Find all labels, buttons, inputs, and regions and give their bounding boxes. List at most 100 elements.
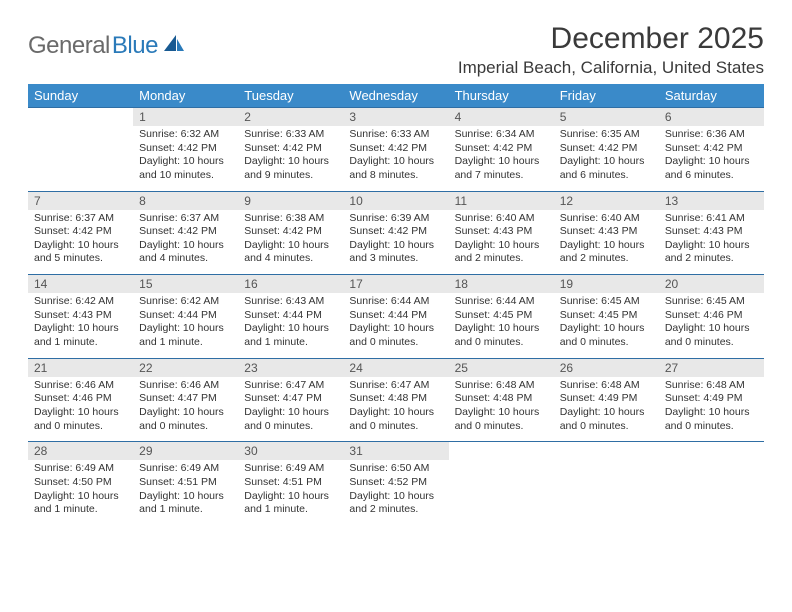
daylight-line: Daylight: 10 hours and 1 minute. (244, 490, 329, 516)
daylight-line: Daylight: 10 hours and 1 minute. (34, 322, 119, 348)
daylight-line: Daylight: 10 hours and 2 minutes. (560, 239, 645, 265)
calendar-cell: 30Sunrise: 6:49 AMSunset: 4:51 PMDayligh… (238, 442, 343, 525)
calendar-row: 21Sunrise: 6:46 AMSunset: 4:46 PMDayligh… (28, 358, 764, 442)
calendar-cell: 15Sunrise: 6:42 AMSunset: 4:44 PMDayligh… (133, 275, 238, 359)
sunrise-line: Sunrise: 6:43 AM (244, 295, 324, 307)
day-number: 4 (449, 108, 554, 126)
sunrise-line: Sunrise: 6:46 AM (34, 379, 114, 391)
calendar-cell: 18Sunrise: 6:44 AMSunset: 4:45 PMDayligh… (449, 275, 554, 359)
daylight-line: Daylight: 10 hours and 1 minute. (139, 490, 224, 516)
daylight-line: Daylight: 10 hours and 5 minutes. (34, 239, 119, 265)
sunrise-line: Sunrise: 6:34 AM (455, 128, 535, 140)
daylight-line: Daylight: 10 hours and 4 minutes. (244, 239, 329, 265)
sunset-line: Sunset: 4:45 PM (560, 309, 638, 321)
day-number: 28 (28, 442, 133, 460)
calendar-cell: 31Sunrise: 6:50 AMSunset: 4:52 PMDayligh… (343, 442, 448, 525)
day-data: Sunrise: 6:43 AM Sunset: 4:44 PMDaylight:… (238, 293, 343, 358)
daylight-line: Daylight: 10 hours and 2 minutes. (349, 490, 434, 516)
sunset-line: Sunset: 4:42 PM (139, 225, 217, 237)
calendar-cell: 17Sunrise: 6:44 AMSunset: 4:44 PMDayligh… (343, 275, 448, 359)
weekday-header: Saturday (659, 84, 764, 108)
calendar-cell: 3Sunrise: 6:33 AMSunset: 4:42 PMDaylight… (343, 108, 448, 192)
sunset-line: Sunset: 4:44 PM (244, 309, 322, 321)
daylight-line: Daylight: 10 hours and 2 minutes. (455, 239, 540, 265)
sunrise-line: Sunrise: 6:49 AM (244, 462, 324, 474)
day-data: Sunrise: 6:44 AMSunset: 4:45 PMDaylight:… (449, 293, 554, 358)
sunset-line: Sunset: 4:43 PM (665, 225, 743, 237)
calendar-cell: 11 Sunrise: 6:40 AMSunset: 4:43 PM Dayligh… (449, 191, 554, 275)
day-data: Sunrise: 6:34 AMSunset: 4:42 PMDaylight:… (449, 126, 554, 191)
day-number: 15 (133, 275, 238, 293)
day-data: Sunrise: 6:39 AMSunset: 4:42 PMDaylight:… (343, 210, 448, 275)
page: GeneralBlue December 2025 Imperial Beach… (0, 0, 792, 535)
day-number: 14 (28, 275, 133, 293)
daylight-line: Daylight: 10 hours and 0 minutes. (34, 406, 119, 432)
sunset-line: Sunset: 4:47 PM (139, 392, 217, 404)
daylight-line: Daylight: 10 hours and 1 minute. (244, 322, 329, 348)
calendar-cell: 7Sunrise: 6:37 AMSunset: 4:42 PMDaylight… (28, 191, 133, 275)
weekday-header-row: Sunday Monday Tuesday Wednesday Thursday… (28, 84, 764, 108)
sunset-line: Sunset: 4:42 PM (349, 225, 427, 237)
day-number: 5 (554, 108, 659, 126)
day-data: Sunrise: 6:41 AMSunset: 4:43 PMDaylight:… (659, 210, 764, 275)
daylight-line: Daylight: 10 hours and 1 minute. (34, 490, 119, 516)
sunrise-line: Sunrise: 6:45 AM (665, 295, 745, 307)
sunset-line: Sunset: 4:48 PM (349, 392, 427, 404)
sunset-line: Sunset: 4:42 PM (455, 142, 533, 154)
sunset-line: Sunset: 4:49 PM (560, 392, 638, 404)
calendar-cell (449, 442, 554, 525)
weekday-header: Wednesday (343, 84, 448, 108)
day-number: 19 (554, 275, 659, 293)
day-data: Sunrise: 6:35 AMSunset: 4:42 PMDaylight:… (554, 126, 659, 191)
daylight-line: Daylight: 10 hours and 0 minutes. (455, 406, 540, 432)
daylight-line: Daylight: 10 hours and 6 minutes. (665, 155, 750, 181)
daylight-line: Daylight: 10 hours and 10 minutes. (139, 155, 224, 181)
sunset-line: Sunset: 4:44 PM (139, 309, 217, 321)
sunset-line: Sunset: 4:43 PM (34, 309, 112, 321)
day-number: 1 (133, 108, 238, 126)
day-number: 11 (449, 192, 554, 210)
sunrise-line: Sunrise: 6:50 AM (349, 462, 429, 474)
day-data: Sunrise: 6:49 AMSunset: 4:50 PMDaylight:… (28, 460, 133, 525)
day-number: 2 (238, 108, 343, 126)
day-data: Sunrise: 6:36 AMSunset: 4:42 PMDaylight:… (659, 126, 764, 191)
sunset-line: Sunset: 4:47 PM (244, 392, 322, 404)
sunset-line: Sunset: 4:51 PM (244, 476, 322, 488)
day-data: Sunrise: 6:48 AMSunset: 4:49 PMDaylight:… (554, 377, 659, 442)
day-data: Sunrise: 6:44 AMSunset: 4:44 PMDaylight:… (343, 293, 448, 358)
daylight-line: Daylight: 10 hours and 1 minute. (139, 322, 224, 348)
day-number: 18 (449, 275, 554, 293)
calendar-cell: 29Sunrise: 6:49 AMSunset: 4:51 PMDayligh… (133, 442, 238, 525)
calendar-cell: 19Sunrise: 6:45 AMSunset: 4:45 PMDayligh… (554, 275, 659, 359)
day-data: Sunrise: 6:42 AMSunset: 4:44 PMDaylight:… (133, 293, 238, 358)
daylight-line: Daylight: 10 hours and 0 minutes. (349, 322, 434, 348)
calendar-body: 1Sunrise: 6:32 AMSunset: 4:42 PMDaylight… (28, 108, 764, 525)
sunrise-line: Sunrise: 6:37 AM (139, 212, 219, 224)
daylight-line: Daylight: 10 hours and 9 minutes. (244, 155, 329, 181)
header: GeneralBlue December 2025 Imperial Beach… (28, 22, 764, 78)
weekday-header: Monday (133, 84, 238, 108)
sunrise-line: Sunrise: 6:40 AM (455, 212, 535, 224)
day-data: Sunrise: 6:47 AMSunset: 4:47 PMDaylight:… (238, 377, 343, 442)
day-data: Sunrise: 6:49 AM Sunset: 4:51 PM Daylight:… (238, 460, 343, 525)
sunrise-line: Sunrise: 6:49 AM (34, 462, 114, 474)
daylight-line: Daylight: 10 hours and 0 minutes. (139, 406, 224, 432)
month-title: December 2025 (458, 22, 764, 56)
sunrise-line: Sunrise: 6:33 AM (244, 128, 324, 140)
calendar-cell: 1Sunrise: 6:32 AMSunset: 4:42 PMDaylight… (133, 108, 238, 192)
weekday-header: Thursday (449, 84, 554, 108)
day-data: Sunrise: 6:42 AMSunset: 4:43 PMDaylight:… (28, 293, 133, 358)
calendar-row: 14Sunrise: 6:42 AMSunset: 4:43 PMDayligh… (28, 275, 764, 359)
day-number: 26 (554, 359, 659, 377)
day-number: 16 (238, 275, 343, 293)
day-data: Sunrise: 6:33 AMSunset: 4:42 PMDaylight:… (238, 126, 343, 191)
day-data: Sunrise: 6:47 AMSunset: 4:48 PMDaylight:… (343, 377, 448, 442)
daylight-line: Daylight: 10 hours and 0 minutes. (349, 406, 434, 432)
day-number: 6 (659, 108, 764, 126)
day-data: Sunrise: 6:46 AMSunset: 4:46 PMDaylight:… (28, 377, 133, 442)
sunset-line: Sunset: 4:43 PM (455, 225, 533, 237)
sunrise-line: Sunrise: 6:35 AM (560, 128, 640, 140)
weekday-header: Sunday (28, 84, 133, 108)
sunrise-line: Sunrise: 6:46 AM (139, 379, 219, 391)
day-data: Sunrise: 6:46 AMSunset: 4:47 PM Daylight:… (133, 377, 238, 442)
